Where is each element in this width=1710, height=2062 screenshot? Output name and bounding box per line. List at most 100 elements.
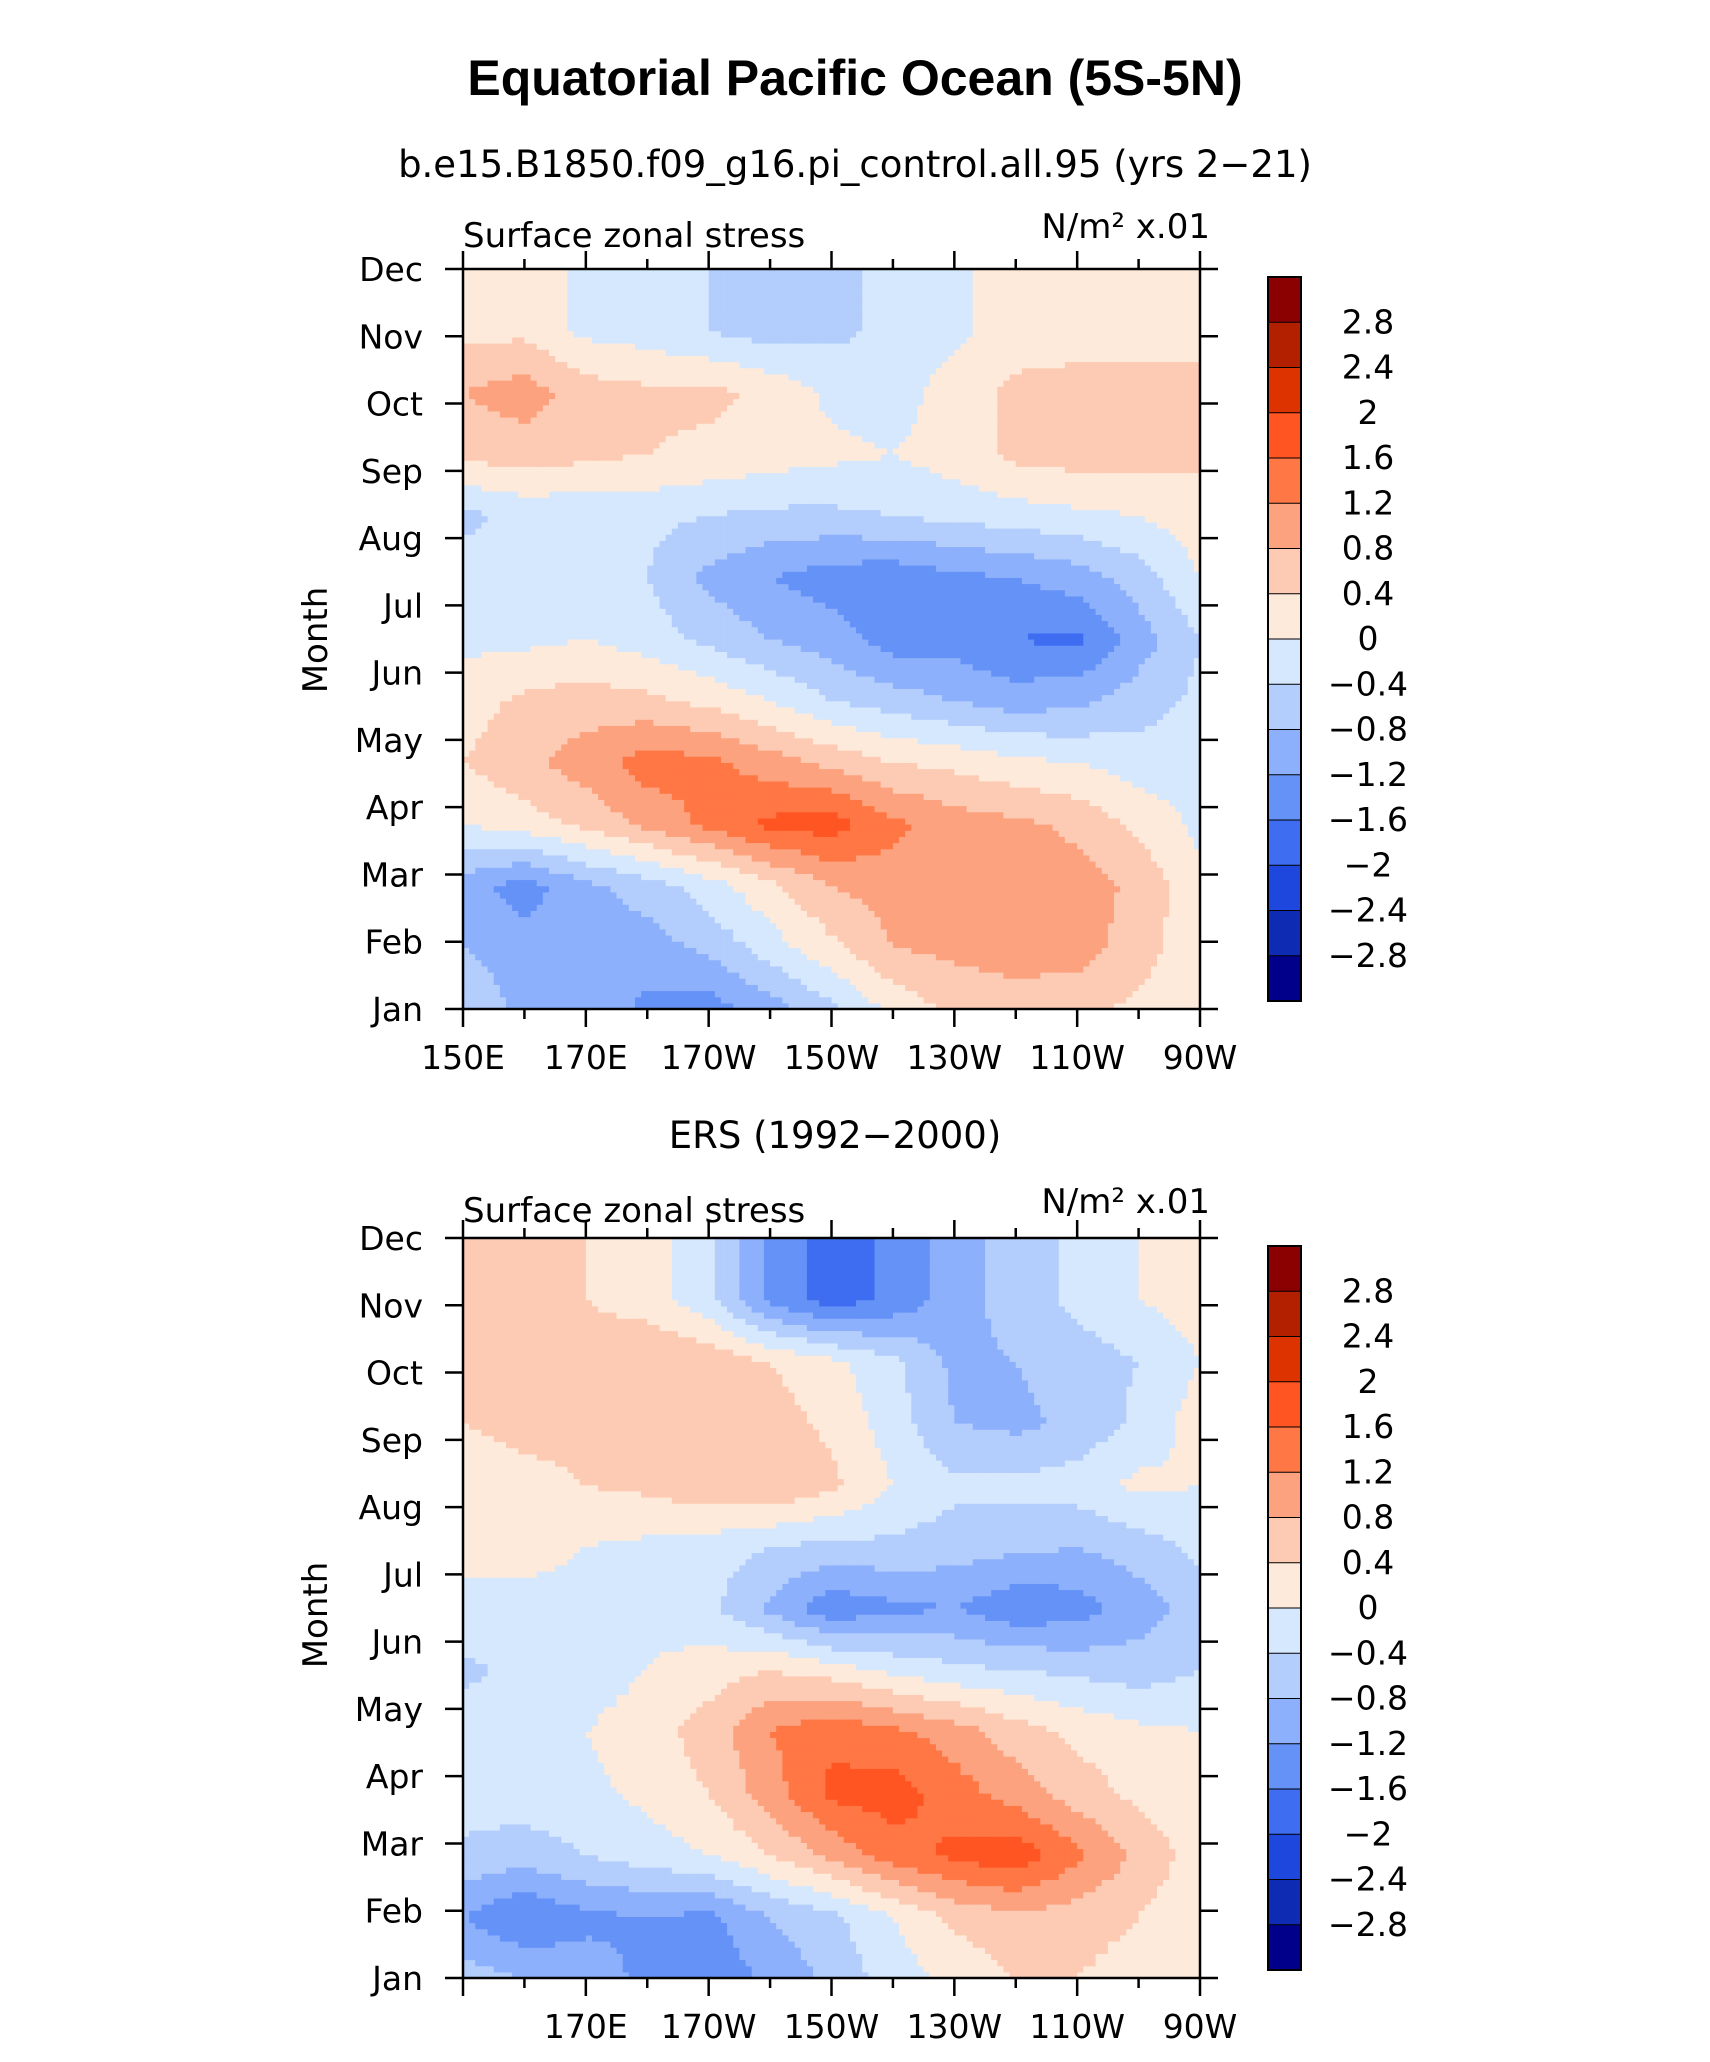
contour-cell <box>727 959 734 967</box>
contour-cell <box>536 861 544 868</box>
contour-cell <box>874 1002 882 1010</box>
contour-cell <box>518 787 526 794</box>
contour-cell <box>985 774 992 782</box>
contour-cell <box>641 836 648 844</box>
contour-cell <box>684 891 691 899</box>
contour-cell <box>720 879 728 887</box>
contour-cell <box>788 928 796 936</box>
contour-cell <box>628 947 636 955</box>
contour-cell <box>591 854 599 862</box>
contour-cell <box>813 873 820 881</box>
contour-cell <box>757 836 765 844</box>
contour-cell <box>831 898 839 905</box>
contour-cell <box>610 780 618 788</box>
contour-cell <box>831 990 839 998</box>
contour-cell <box>659 762 667 770</box>
contour-cell <box>659 774 667 782</box>
contour-cell <box>745 793 753 800</box>
contour-cell <box>978 768 986 776</box>
contour-cell <box>794 879 802 887</box>
contour-cell <box>702 898 710 905</box>
contour-cell <box>493 817 501 825</box>
contour-cell <box>985 953 992 961</box>
contour-cell <box>757 830 765 837</box>
contour-cell <box>1077 861 1084 868</box>
contour-cell <box>653 959 661 967</box>
contour-cell <box>727 879 734 887</box>
contour-cell <box>641 891 648 899</box>
contour-cell <box>561 953 569 961</box>
contour-cell <box>591 811 599 819</box>
contour-cell <box>1028 922 1035 930</box>
contour-cell <box>929 873 937 881</box>
contour-cell <box>751 941 759 948</box>
contour-cell <box>905 910 912 918</box>
contour-cell <box>616 953 624 961</box>
contour-cell <box>720 928 728 936</box>
contour-cell <box>475 873 483 881</box>
contour-cell <box>610 867 618 874</box>
contour-cell <box>794 898 802 905</box>
contour-cell <box>794 891 802 899</box>
contour-cell <box>899 935 906 942</box>
contour-cell <box>948 928 955 936</box>
contour-cell <box>1015 879 1023 887</box>
contour-cell <box>469 805 476 813</box>
contour-cell <box>1144 978 1152 985</box>
contour-cell <box>997 805 1005 813</box>
contour-cell <box>991 793 998 800</box>
contour-cell <box>573 811 581 819</box>
contour-cell <box>647 774 654 782</box>
contour-cell <box>536 750 544 757</box>
contour-cell <box>788 762 796 770</box>
contour-cell <box>542 935 550 942</box>
contour-cell <box>1157 768 1164 776</box>
contour-cell <box>708 978 716 985</box>
contour-cell <box>1034 898 1041 905</box>
contour-cell <box>905 904 912 911</box>
contour-cell <box>978 774 986 782</box>
contour-cell <box>469 996 476 1004</box>
contour-cell <box>935 910 943 918</box>
contour-cell <box>542 891 550 899</box>
contour-cell <box>727 768 734 776</box>
contour-cell <box>911 861 919 868</box>
contour-cell <box>677 768 685 776</box>
contour-cell <box>966 984 974 992</box>
contour-cell <box>868 984 876 992</box>
contour-cell <box>1175 774 1183 782</box>
contour-cell <box>1181 898 1189 905</box>
contour-cell <box>966 922 974 930</box>
contour-cell <box>1095 978 1103 985</box>
contour-cell <box>751 904 759 911</box>
contour-cell <box>923 762 931 770</box>
contour-cell <box>616 799 624 807</box>
contour-cell <box>886 922 894 930</box>
contour-cell <box>1157 904 1164 911</box>
contour-cell <box>1138 756 1146 763</box>
contour-cell <box>1120 836 1127 844</box>
contour-cell <box>579 780 587 788</box>
contour-cell <box>880 768 888 776</box>
contour-cell <box>555 799 562 807</box>
contour-cell <box>911 756 919 763</box>
contour-cell <box>837 885 845 893</box>
contour-cell <box>1144 861 1152 868</box>
contour-cell <box>610 947 618 955</box>
contour-cell <box>1120 879 1127 887</box>
contour-cell <box>831 817 839 825</box>
contour-cell <box>677 1002 685 1010</box>
contour-cell <box>770 793 777 800</box>
contour-cell <box>493 928 501 936</box>
contour-cell <box>1071 756 1078 763</box>
contour-cell <box>1052 898 1060 905</box>
contour-cell <box>1028 959 1035 967</box>
contour-cell <box>819 793 826 800</box>
contour-cell <box>776 854 783 862</box>
contour-cell <box>659 848 667 856</box>
contour-cell <box>696 972 704 979</box>
contour-cell <box>1120 774 1127 782</box>
contour-cell <box>579 793 587 800</box>
contour-cell <box>671 910 679 918</box>
contour-cell <box>1089 990 1097 998</box>
